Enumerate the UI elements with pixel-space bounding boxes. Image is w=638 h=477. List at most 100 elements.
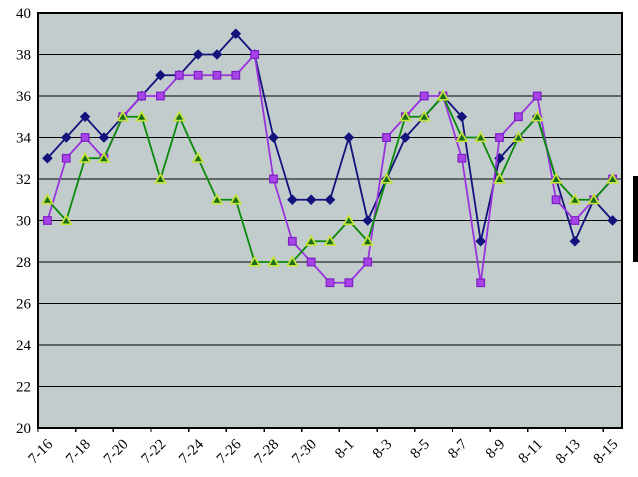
marker-square bbox=[325, 278, 335, 288]
marker-square bbox=[363, 257, 373, 267]
marker-square bbox=[61, 153, 71, 163]
marker-triangle bbox=[474, 131, 488, 143]
marker-square bbox=[43, 216, 52, 225]
x-axis-label: 8-5 bbox=[408, 437, 433, 462]
marker-square bbox=[212, 70, 222, 80]
marker-triangle bbox=[417, 110, 431, 122]
x-axis-label: 8-7 bbox=[445, 436, 471, 462]
plot-border bbox=[37, 12, 623, 429]
marker-diamond bbox=[155, 69, 166, 81]
marker-square bbox=[532, 91, 542, 101]
marker-diamond bbox=[42, 152, 53, 164]
marker-triangle bbox=[97, 151, 111, 163]
marker-diamond bbox=[343, 132, 355, 143]
marker-square bbox=[137, 91, 147, 101]
marker-square bbox=[382, 133, 391, 142]
x-axis-label: 7-28 bbox=[252, 437, 283, 468]
marker-diamond bbox=[268, 132, 279, 143]
marker-square bbox=[570, 216, 580, 225]
marker-square bbox=[513, 112, 523, 122]
marker-triangle bbox=[229, 193, 243, 205]
marker-diamond bbox=[211, 49, 223, 60]
marker-square bbox=[231, 70, 241, 80]
marker-triangle bbox=[285, 255, 299, 267]
marker-triangle bbox=[78, 151, 92, 163]
marker-diamond bbox=[400, 132, 411, 143]
y-axis-label: 28 bbox=[16, 255, 31, 271]
marker-square bbox=[80, 133, 90, 142]
marker-square bbox=[193, 70, 203, 80]
marker-triangle bbox=[606, 172, 620, 184]
marker-square bbox=[174, 70, 184, 80]
marker-diamond bbox=[98, 132, 110, 143]
x-axis-label: 7-18 bbox=[63, 437, 94, 468]
x-axis-label: 8-3 bbox=[370, 437, 395, 462]
marker-triangle bbox=[398, 110, 412, 122]
marker-diamond bbox=[230, 28, 242, 40]
marker-diamond bbox=[60, 132, 72, 143]
marker-square bbox=[551, 195, 561, 205]
x-axis-label: 8-15 bbox=[591, 437, 622, 468]
y-axis-label: 20 bbox=[16, 421, 31, 437]
y-axis-label: 36 bbox=[16, 89, 32, 105]
marker-square bbox=[306, 257, 316, 267]
marker-diamond bbox=[79, 111, 91, 123]
marker-square bbox=[457, 153, 467, 163]
marker-triangle bbox=[568, 193, 582, 205]
marker-triangle bbox=[511, 131, 525, 143]
legend-clipped-box bbox=[633, 176, 638, 262]
marker-square bbox=[495, 133, 504, 142]
marker-square bbox=[250, 50, 260, 59]
x-axis-label: 7-24 bbox=[176, 436, 207, 467]
marker-diamond bbox=[607, 215, 618, 226]
marker-triangle bbox=[530, 110, 544, 122]
marker-triangle bbox=[172, 110, 186, 122]
marker-diamond bbox=[569, 235, 581, 247]
y-axis-label: 22 bbox=[16, 380, 31, 396]
marker-diamond bbox=[287, 194, 298, 206]
x-axis-label: 7-20 bbox=[101, 437, 132, 468]
y-axis-label: 24 bbox=[16, 338, 32, 354]
marker-triangle bbox=[361, 234, 375, 246]
marker-triangle bbox=[455, 131, 469, 143]
marker-square bbox=[156, 91, 165, 101]
marker-square bbox=[476, 278, 486, 288]
marker-square bbox=[287, 236, 297, 246]
marker-diamond bbox=[305, 194, 317, 206]
marker-triangle bbox=[436, 89, 450, 101]
marker-triangle bbox=[248, 255, 262, 267]
x-axis-label: 7-16 bbox=[25, 436, 56, 467]
marker-triangle bbox=[191, 151, 205, 163]
y-axis-label: 34 bbox=[16, 131, 32, 147]
y-axis-label: 30 bbox=[16, 214, 31, 230]
marker-triangle bbox=[116, 110, 130, 122]
marker-triangle bbox=[493, 172, 507, 184]
marker-triangle bbox=[59, 214, 73, 226]
x-axis-label: 7-26 bbox=[214, 436, 245, 467]
x-axis-label: 8-11 bbox=[516, 437, 546, 467]
marker-square bbox=[344, 278, 354, 288]
marker-triangle bbox=[40, 193, 54, 205]
marker-diamond bbox=[192, 49, 204, 60]
marker-triangle bbox=[380, 172, 393, 184]
marker-triangle bbox=[135, 110, 149, 122]
marker-triangle bbox=[304, 234, 318, 246]
marker-diamond bbox=[324, 194, 336, 206]
y-axis-label: 26 bbox=[16, 297, 32, 313]
marker-triangle bbox=[267, 255, 280, 267]
marker-diamond bbox=[362, 215, 373, 226]
marker-triangle bbox=[153, 172, 167, 184]
marker-diamond bbox=[456, 111, 468, 123]
y-axis-label: 38 bbox=[16, 48, 31, 64]
x-axis-label: 8-1 bbox=[332, 437, 357, 462]
marker-triangle bbox=[549, 172, 563, 184]
marker-triangle bbox=[587, 193, 601, 205]
x-axis-label: 7-22 bbox=[139, 437, 170, 468]
marker-square bbox=[419, 91, 429, 101]
y-axis-label: 40 bbox=[16, 6, 31, 22]
marker-square bbox=[269, 174, 278, 184]
marker-triangle bbox=[342, 214, 356, 226]
x-axis-label: 7-30 bbox=[289, 437, 320, 468]
